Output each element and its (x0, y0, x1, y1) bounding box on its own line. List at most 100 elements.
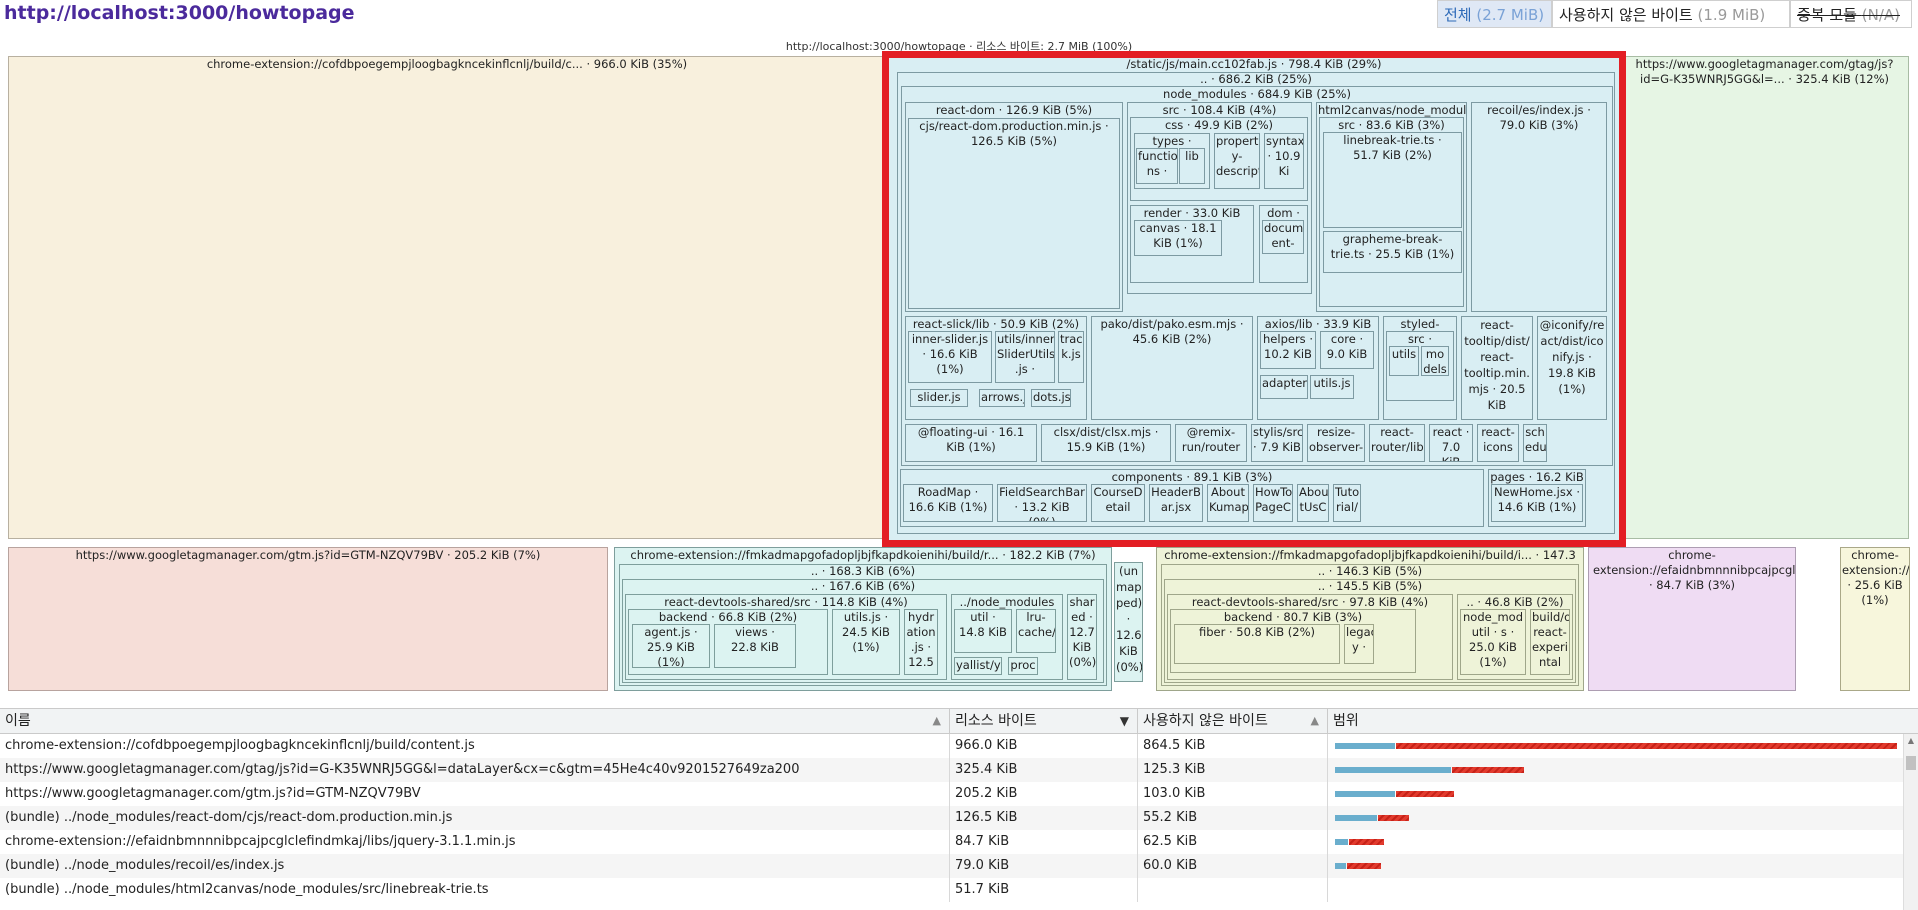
treemap-node-track[interactable]: trac k.js (1058, 331, 1084, 383)
treemap-node-ext1-node-modules[interactable]: ../node_modules util · 14.8 KiB lru- cac… (951, 594, 1063, 680)
treemap-node-styled[interactable]: styled- src · utils mo dels (1383, 316, 1457, 420)
treemap-node-axios[interactable]: axios/lib · 33.9 KiB helpers · 10.2 KiB … (1257, 316, 1379, 420)
treemap-node-core[interactable]: core · 9.0 KiB (1320, 331, 1374, 369)
table-row[interactable]: chrome-extension://cofdbpoegempjloogbagk… (0, 734, 1918, 758)
view-mode-duplicate-modules-button[interactable]: 중복 모듈 (N/A) (1790, 0, 1912, 28)
treemap-node-views[interactable]: views · 22.8 KiB (714, 624, 796, 668)
treemap-node-iconify[interactable]: @iconify/re act/dist/ico nify.js · 19.8 … (1537, 316, 1607, 420)
treemap-node-arrows-js[interactable]: arrows.js (979, 389, 1025, 407)
column-header-name[interactable]: 이름 ▲ (0, 709, 950, 733)
treemap-node-ext2-inner[interactable]: .. · 145.5 KiB (5%) react-devtools-share… (1164, 579, 1576, 683)
view-mode-all-button[interactable]: 전체 (2.7 MiB) (1437, 0, 1552, 28)
treemap-node-headerbar[interactable]: HeaderB ar.jsx (1149, 484, 1203, 522)
treemap-node-render[interactable]: render · 33.0 KiB (1%) canvas · 18.1 KiB… (1130, 205, 1254, 283)
treemap-node-canvas[interactable]: canvas · 18.1 KiB (1%) (1134, 220, 1222, 256)
treemap-node-node-modules[interactable]: node_modules · 684.9 KiB (25%) react-dom… (901, 86, 1613, 466)
treemap-node-extension-devtools-r[interactable]: chrome-extension://fmkadmapgofadopljbjfk… (614, 547, 1112, 691)
treemap-node-gtag[interactable]: https://www.googletagmanager.com/gtag/js… (1620, 56, 1909, 539)
treemap-node-react-slick[interactable]: react-slick/lib · 50.9 KiB (2%) inner-sl… (905, 316, 1087, 420)
treemap-node-styled-src[interactable]: src · utils mo dels (1386, 331, 1454, 401)
treemap-node-axios-utils[interactable]: utils.js (1310, 375, 1354, 399)
treemap-node-functions[interactable]: functio ns · (1136, 148, 1178, 184)
treemap-node-proc[interactable]: proc (1008, 657, 1038, 675)
treemap-node-ext2-nm-root[interactable]: .. · 46.8 KiB (2%) node_mod util · s · 2… (1457, 594, 1573, 680)
treemap-node-extension-build-b[interactable]: chrome-extension://fmkadmapgofadopljbjfk… (1840, 547, 1910, 691)
treemap-node-property-descriptor[interactable]: propert y-descript (1214, 133, 1260, 189)
treemap-node-lru-cache[interactable]: lru- cache/ (1016, 609, 1056, 653)
treemap-node-document[interactable]: docum ent- (1262, 220, 1304, 254)
treemap-node-css[interactable]: css · 49.9 KiB (2%) types · functio ns ·… (1130, 117, 1308, 201)
scroll-up-icon[interactable]: ▲ (1907, 736, 1915, 745)
treemap-node-yallist[interactable]: yallist/y (954, 657, 1002, 675)
column-header-coverage[interactable]: 범위 (1328, 709, 1918, 733)
table-row[interactable]: https://www.googletagmanager.com/gtag/js… (0, 758, 1918, 782)
treemap-node-react-tooltip[interactable]: react-tooltip/dist/ react-tooltip.min. m… (1461, 316, 1533, 420)
treemap-node-styled-utils[interactable]: utils (1389, 346, 1419, 376)
treemap-node-main-root[interactable]: .. · 686.2 KiB (25%) node_modules · 684.… (897, 72, 1615, 534)
treemap-node-util[interactable]: util · 14.8 KiB (954, 609, 1012, 653)
treemap-node-src[interactable]: src · 108.4 KiB (4%) css · 49.9 KiB (2%)… (1127, 102, 1312, 294)
treemap-node-react-icons[interactable]: react-icons (1477, 424, 1519, 462)
treemap-node-ext1-utils-js[interactable]: utils.js · 24.5 KiB (1%) (832, 609, 900, 675)
treemap-node-react-dom[interactable]: react-dom · 126.9 KiB (5%) cjs/react-dom… (905, 102, 1123, 312)
treemap-node-ext2-rds[interactable]: react-devtools-shared/src · 97.8 KiB (4%… (1167, 594, 1453, 680)
treemap-node-howtopage[interactable]: HowTo PageC (1253, 484, 1293, 522)
treemap-node-roadmap[interactable]: RoadMap · 16.6 KiB (1%) (903, 484, 993, 522)
treemap-node-remix-router[interactable]: @remix-run/router (1175, 424, 1247, 462)
treemap-node-tutorial[interactable]: Tuto rial/ (1333, 484, 1361, 522)
treemap-node-ext2-backend[interactable]: backend · 80.7 KiB (3%) fiber · 50.8 KiB… (1170, 609, 1416, 673)
table-row[interactable]: https://www.googletagmanager.com/gtm.js?… (0, 782, 1918, 806)
treemap-node-floating-ui[interactable]: @floating-ui · 16.1 KiB (1%) (905, 424, 1037, 462)
treemap-node-styled-models[interactable]: mo dels (1421, 346, 1449, 376)
treemap-node-legacy[interactable]: legac y · (1344, 624, 1374, 664)
treemap-node-resize-observer[interactable]: resize-observer- (1307, 424, 1365, 462)
treemap-node-grapheme-break-trie[interactable]: grapheme-break-trie.ts · 25.5 KiB (1%) (1323, 231, 1462, 273)
treemap-node-ext2-node-modules[interactable]: node_mod util · s · 25.0 KiB (1%) (1460, 609, 1526, 675)
treemap-node-stylis[interactable]: stylis/src · 7.9 KiB (1251, 424, 1303, 462)
treemap-node-types[interactable]: types · functio ns · lib (1134, 133, 1210, 189)
column-header-unused-bytes[interactable]: 사용하지 않은 바이트 ▲ (1138, 709, 1328, 733)
treemap-node-dom[interactable]: dom · docum ent- (1259, 205, 1308, 283)
table-row[interactable]: (bundle) ../node_modules/html2canvas/nod… (0, 878, 1918, 902)
treemap-node-pako[interactable]: pako/dist/pako.esm.mjs · 45.6 KiB (2%) (1091, 316, 1253, 420)
treemap-node-adapters[interactable]: adapter (1260, 375, 1308, 399)
treemap-node-fiber[interactable]: fiber · 50.8 KiB (2%) (1174, 624, 1340, 664)
scroll-thumb[interactable] (1906, 756, 1916, 770)
treemap-node-lib[interactable]: lib (1179, 148, 1205, 184)
treemap-node-coursedetail[interactable]: CourseD etail (1091, 484, 1145, 522)
treemap-node-ext1-rds[interactable]: react-devtools-shared/src · 114.8 KiB (4… (625, 594, 947, 680)
treemap-node-agent-js[interactable]: agent.js · 25.9 KiB (1%) (632, 624, 710, 668)
table-row[interactable]: (bundle) ../node_modules/recoil/es/index… (0, 854, 1918, 878)
treemap-node-ext1-root[interactable]: .. · 168.3 KiB (6%) .. · 167.6 KiB (6%) … (619, 564, 1107, 686)
treemap-node-syntax[interactable]: syntax · 10.9 Ki (1264, 133, 1304, 189)
treemap-node-components[interactable]: components · 89.1 KiB (3%) RoadMap · 16.… (900, 469, 1484, 527)
scrollbar[interactable]: ▲ (1903, 734, 1918, 910)
treemap-node-build-oss[interactable]: build/oss react-experime ntal (1530, 609, 1570, 675)
treemap-node-slider-js[interactable]: slider.js (910, 389, 968, 407)
treemap-node-content-js[interactable]: chrome-extension://cofdbpoegempjloogbagk… (8, 56, 886, 539)
table-row[interactable]: chrome-extension://efaidnbmnnnibpcajpcgl… (0, 830, 1918, 854)
treemap-node-html2canvas-src[interactable]: src · 83.6 KiB (3%) linebreak-trie.ts · … (1319, 117, 1464, 307)
treemap-node-ext1-inner[interactable]: .. · 167.6 KiB (6%) react-devtools-share… (622, 579, 1104, 683)
treemap-node-clsx[interactable]: clsx/dist/clsx.mjs · 15.9 KiB (1%) (1041, 424, 1171, 462)
treemap-node-gtm[interactable]: https://www.googletagmanager.com/gtm.js?… (8, 547, 608, 691)
treemap-node-react-dom-prod[interactable]: cjs/react-dom.production.min.js · 126.5 … (908, 118, 1120, 309)
treemap-node-unmapped[interactable]: (un map ped) · 12.6 KiB (0%) (1114, 562, 1143, 682)
treemap-node-helpers[interactable]: helpers · 10.2 KiB (1260, 331, 1316, 369)
treemap-node-hydration[interactable]: hydr ation .js · 12.5 (904, 609, 938, 675)
treemap-node-aboutkumap[interactable]: About Kumap (1207, 484, 1249, 522)
treemap-node-extension-devtools-i[interactable]: chrome-extension://fmkadmapgofadopljbjfk… (1156, 547, 1584, 691)
table-row[interactable]: (bundle) ../node_modules/react-dom/cjs/r… (0, 806, 1918, 830)
treemap-node-recoil[interactable]: recoil/es/index.js · 79.0 KiB (3%) (1471, 102, 1607, 312)
treemap-node-linebreak-trie[interactable]: linebreak-trie.ts · 51.7 KiB (2%) (1323, 132, 1462, 228)
treemap-node-react-router[interactable]: react-router/lib (1369, 424, 1425, 462)
treemap-node-newhome[interactable]: NewHome.jsx · 14.6 KiB (1%) (1491, 484, 1583, 522)
treemap-node-jquery[interactable]: chrome-extension://efaidnbmnnnibpcajpcgl… (1588, 547, 1796, 691)
treemap-node-aboutus[interactable]: Abou tUsC (1297, 484, 1329, 522)
treemap-node-inner-slider[interactable]: inner-slider.js · 16.6 KiB (1%) (908, 331, 992, 383)
treemap-node-shared[interactable]: shar ed · 12.7 KiB (0%) (1067, 594, 1097, 680)
treemap-node-scheduler[interactable]: sch edu (1523, 424, 1547, 462)
treemap-node-fieldsearchbar[interactable]: FieldSearchBar · 13.2 KiB (0%) (997, 484, 1087, 522)
treemap-node-dots-js[interactable]: dots.js (1031, 389, 1071, 407)
treemap-node-ext1-backend[interactable]: backend · 66.8 KiB (2%) agent.js · 25.9 … (628, 609, 828, 675)
